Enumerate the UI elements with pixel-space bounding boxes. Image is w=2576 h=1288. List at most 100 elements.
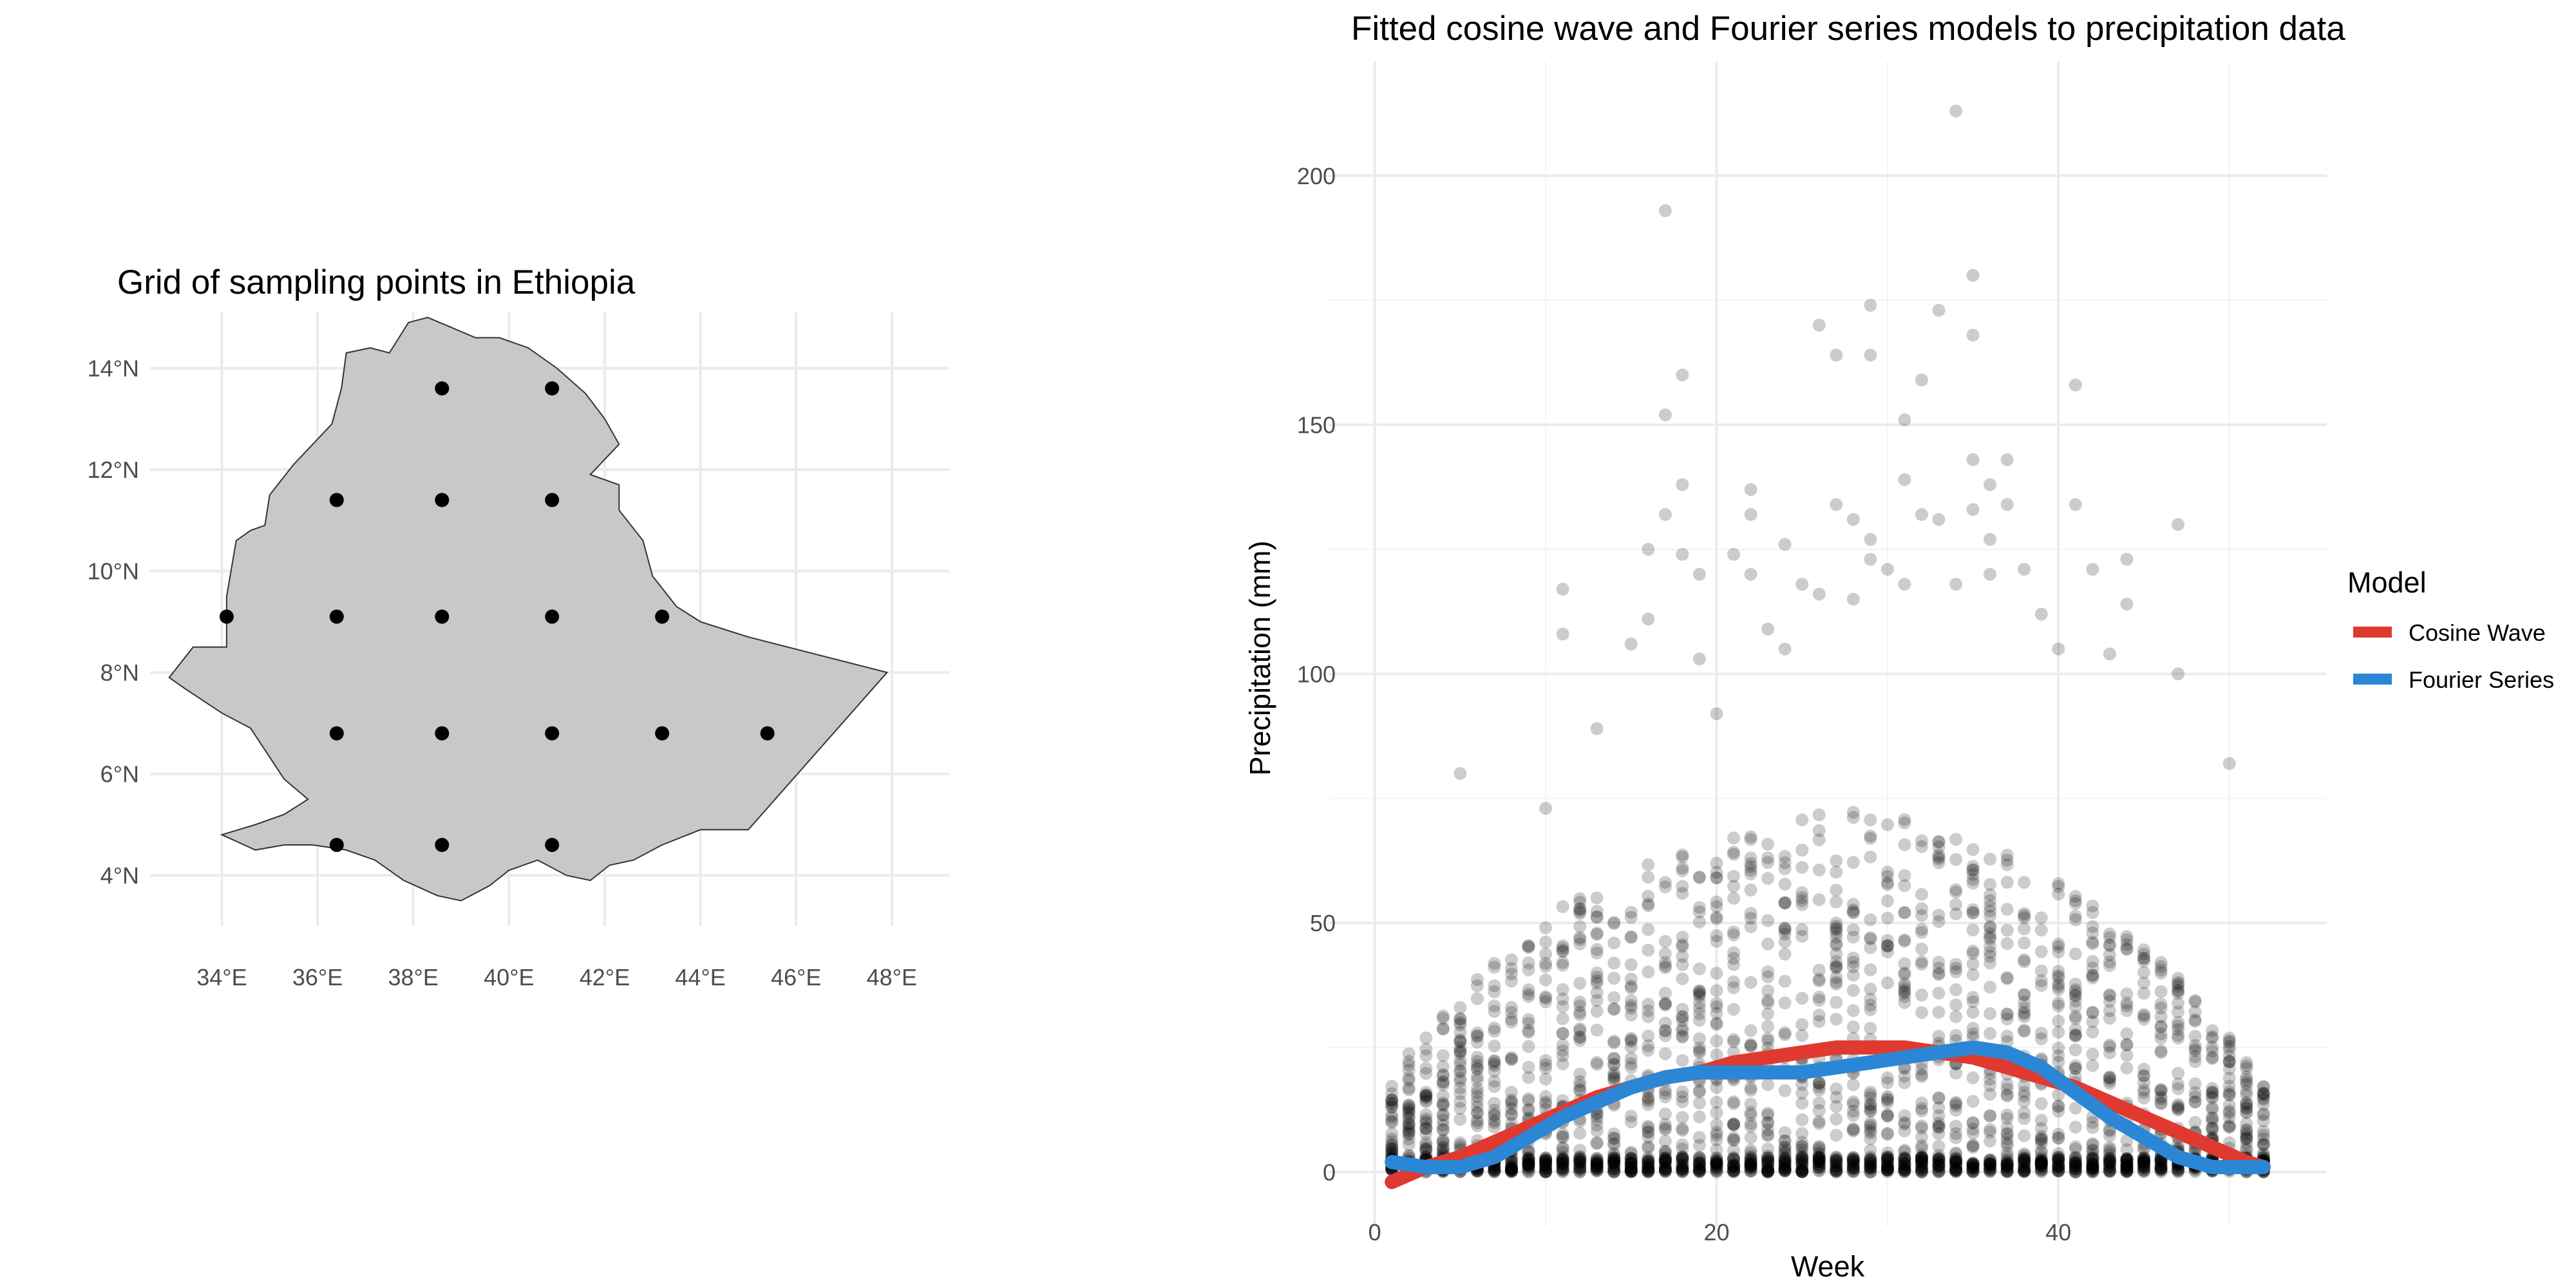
data-point — [1812, 1161, 1826, 1175]
data-point — [1949, 1103, 1963, 1117]
data-point — [2018, 1156, 2031, 1170]
data-point — [2137, 1152, 2150, 1166]
data-point — [1573, 1164, 1587, 1177]
data-point — [1812, 1155, 1826, 1169]
data-point — [1812, 1160, 1826, 1173]
data-point — [2052, 965, 2065, 978]
data-point — [2206, 1090, 2219, 1104]
data-point — [1880, 876, 1894, 889]
data-point — [1454, 1095, 1467, 1108]
chart-title: Fitted cosine wave and Fourier series mo… — [1351, 10, 2345, 48]
data-point — [1573, 1155, 1587, 1168]
data-point — [2120, 1159, 2134, 1172]
data-point — [2188, 1090, 2202, 1104]
data-point — [1880, 869, 1894, 883]
data-point — [1385, 1087, 1399, 1101]
data-point — [1676, 1158, 1689, 1171]
data-point — [2103, 1145, 2116, 1159]
data-point — [1846, 1124, 1860, 1138]
data-point — [1539, 1097, 1553, 1111]
data-point — [2086, 1157, 2099, 1170]
data-point — [2086, 1159, 2099, 1173]
data-point — [1607, 916, 1621, 929]
data-point — [2103, 1151, 2116, 1164]
data-point — [1864, 1101, 1877, 1115]
data-point — [1402, 1138, 1416, 1151]
data-point — [1658, 1160, 1672, 1174]
data-point — [1505, 1164, 1518, 1177]
data-point — [2018, 1148, 2031, 1162]
data-point — [1932, 915, 1946, 929]
data-point — [1984, 1159, 1997, 1171]
data-point — [1624, 1057, 1638, 1070]
data-point — [1864, 1124, 1877, 1137]
data-point — [1590, 986, 1604, 999]
data-point — [1846, 1155, 1860, 1169]
data-point — [1864, 1155, 1877, 1169]
data-point — [2018, 953, 2031, 967]
data-point — [2018, 1153, 2031, 1166]
data-point — [1658, 1164, 1672, 1178]
data-point — [2103, 1072, 2116, 1085]
data-point — [1846, 1159, 1860, 1172]
data-point — [1402, 1072, 1416, 1084]
data-point — [2137, 1152, 2150, 1166]
data-point — [2086, 969, 2099, 982]
data-point — [1488, 1121, 1501, 1134]
data-point — [2103, 955, 2116, 969]
data-point — [1539, 1154, 1553, 1168]
data-point — [1556, 1162, 1569, 1176]
data-point — [1385, 1100, 1399, 1113]
data-point — [1778, 896, 1792, 909]
data-point — [1949, 883, 1963, 896]
data-point — [1385, 1094, 1399, 1107]
data-point — [1624, 905, 1638, 919]
data-point — [1522, 1155, 1535, 1169]
data-point — [2000, 1160, 2014, 1173]
data-point — [1676, 1095, 1689, 1108]
data-point — [1590, 1153, 1604, 1167]
data-point — [1966, 1071, 1980, 1084]
data-point — [1932, 909, 1946, 922]
data-point — [1932, 1159, 1946, 1172]
data-point — [1915, 1165, 1928, 1179]
data-point — [1590, 1159, 1604, 1172]
data-point — [1590, 1163, 1604, 1177]
data-point — [2034, 1150, 2048, 1164]
data-point — [1744, 1164, 1757, 1178]
data-point — [1778, 927, 1792, 941]
data-point — [2137, 1162, 2150, 1175]
data-point — [1573, 1165, 1587, 1179]
data-point — [2000, 1139, 2014, 1152]
data-point — [1624, 980, 1638, 993]
data-point — [1880, 1159, 1894, 1173]
data-point — [1539, 1151, 1553, 1165]
data-point — [1590, 910, 1604, 923]
data-point — [1692, 652, 1706, 666]
data-point — [1539, 1095, 1553, 1109]
data-point — [1676, 1151, 1689, 1164]
data-point — [1624, 1164, 1638, 1177]
data-point — [2103, 927, 2116, 941]
data-point — [1488, 957, 1501, 970]
data-point — [2018, 1151, 2031, 1165]
data-point — [1658, 1151, 1672, 1165]
data-point — [1642, 1126, 1655, 1139]
data-point — [2000, 1164, 2014, 1177]
sampling-point — [329, 837, 344, 852]
data-point — [2188, 1042, 2202, 1056]
data-point — [1590, 1151, 1604, 1165]
data-point — [2188, 1014, 2202, 1028]
data-point — [2240, 1131, 2253, 1144]
data-point — [1676, 1054, 1689, 1067]
data-point — [1488, 960, 1501, 974]
data-point — [1676, 1122, 1689, 1135]
data-point — [1658, 934, 1672, 948]
data-point — [1949, 1147, 1963, 1160]
data-point — [1590, 1160, 1604, 1173]
data-point — [2172, 1101, 2185, 1115]
data-point — [1658, 1144, 1672, 1158]
data-point — [1864, 1003, 1877, 1016]
data-point — [1573, 976, 1587, 990]
data-point — [1864, 1097, 1877, 1111]
